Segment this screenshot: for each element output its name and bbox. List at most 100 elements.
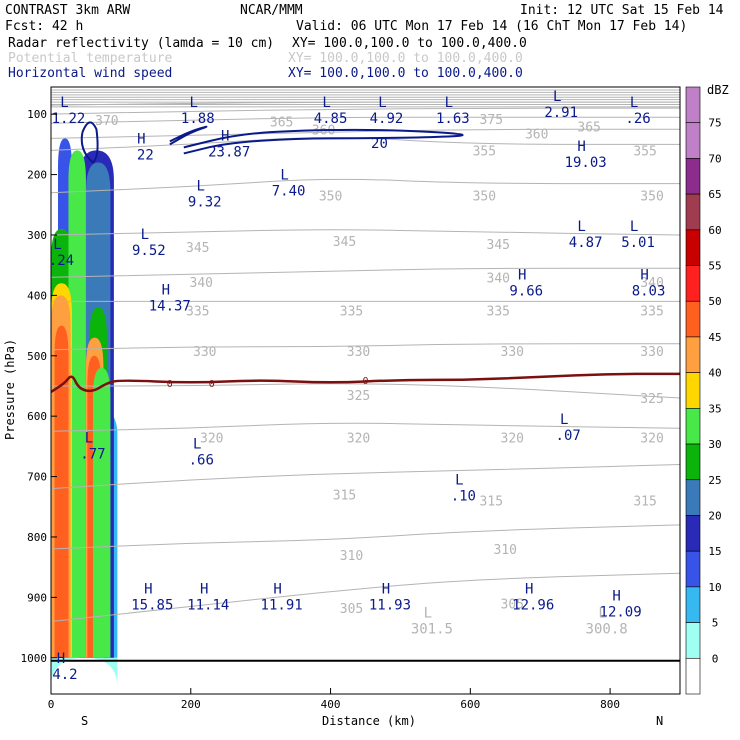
theta-contour-305 (51, 572, 680, 623)
hl-symbol-23: H (144, 581, 152, 597)
hl-symbol-0: L (60, 95, 68, 111)
hl-symbol-17: H (640, 267, 648, 283)
hl-symbol-8: H (221, 128, 229, 144)
colorbar-tick-35: 35 (708, 402, 721, 415)
hl-symbol-12: L (577, 219, 585, 235)
hl-symbol-30: L (598, 606, 606, 622)
colorbar-bin-7 (685, 408, 701, 445)
colorbar-tick-15: 15 (708, 545, 721, 558)
theta-label-10: 350 (640, 190, 663, 205)
hl-symbol-4: L (445, 95, 453, 111)
colorbar-tick-50: 50 (708, 295, 721, 308)
colorbar-tick-55: 55 (708, 260, 721, 273)
colorbar-tick-70: 70 (708, 152, 721, 165)
hl-value-31: 4.2 (52, 667, 77, 683)
theta-contour-325 (51, 383, 680, 399)
hl-value-21: .66 (189, 452, 214, 468)
colorbar-bin-6 (685, 443, 701, 481)
hl-value-29: 301.5 (411, 622, 453, 638)
hl-value-17: 8.03 (632, 283, 666, 299)
theta-contour-360 (51, 128, 680, 139)
colorbar-tick-30: 30 (708, 438, 721, 451)
y-tick-label-900: 900 (27, 591, 47, 604)
theta-label-26: 325 (640, 392, 663, 407)
y-tick-label-300: 300 (27, 229, 47, 242)
hl-value-20: .77 (80, 446, 105, 462)
theta-contour-330 (51, 343, 680, 351)
theta-label-24: 330 (640, 345, 663, 360)
hl-symbol-3: L (378, 95, 386, 111)
theta-contour-315 (51, 463, 680, 490)
high-low-labels: L1.22L1.88L4.85L4.92L1.63L2.91L.26H22H23… (49, 89, 666, 683)
colorbar-bin-14 (685, 158, 701, 195)
hl-symbol-7: H (137, 131, 145, 147)
wind-contour-core (80, 121, 99, 164)
colorbar-bin-13 (685, 193, 701, 231)
hl-value-18: 14.37 (149, 298, 191, 314)
x-tick-label-800: 800 (600, 698, 620, 711)
theta-label-15: 340 (487, 271, 510, 286)
colorbar-tick-20: 20 (708, 509, 721, 522)
y-tick-label-800: 800 (27, 531, 47, 544)
hl-symbol-27: H (525, 581, 533, 597)
hl-value-28: 12.09 (600, 605, 642, 621)
hl-symbol-20: L (85, 430, 93, 446)
hl-symbol-13: L (630, 219, 638, 235)
theta-label-8: 350 (319, 190, 342, 205)
hl-symbol-31: H (57, 651, 65, 667)
colorbar-bin-3 (685, 550, 701, 588)
theta-label-3: 375 (480, 113, 503, 128)
colorbar-tick-0: 0 (712, 652, 719, 665)
colorbar-bin-10 (685, 300, 701, 338)
wind-contour-22 (169, 125, 208, 146)
hl-value-25: 11.91 (261, 597, 303, 613)
theta-contour-320 (51, 422, 680, 432)
hl-value-16: 9.66 (509, 283, 543, 299)
colorbar-tick-45: 45 (708, 331, 721, 344)
colorbar-tick-10: 10 (708, 581, 721, 594)
y-axis-label: Pressure (hPa) (3, 339, 17, 440)
theta-contour-370 (51, 107, 680, 115)
hl-value-11: 7.40 (272, 184, 306, 200)
freezing-level-layer: 0 0 0 (51, 372, 680, 394)
hl-symbol-22: L (455, 473, 463, 489)
hl-value-3: 4.92 (370, 111, 404, 127)
valid-time: Valid: 06 UTC Mon 17 Feb 14 (16 ChT Mon … (296, 19, 687, 34)
y-tick-label-100: 100 (27, 108, 47, 121)
hl-symbol-1: L (190, 95, 198, 111)
freezing-level-label-2: 0 (362, 376, 368, 387)
theta-label-25: 325 (347, 389, 370, 404)
hl-value-4: 1.63 (436, 111, 470, 127)
hl-symbol-19: L (560, 412, 568, 428)
field-theta-label: Potential temperature (8, 51, 173, 66)
field-wind-xy: XY= 100.0,100.0 to 100.0,400.0 (288, 66, 523, 81)
colorbar-bin-15 (685, 122, 701, 159)
field-theta-xy: XY= 100.0,100.0 to 100.0,400.0 (288, 51, 523, 66)
colorbar-tick-65: 65 (708, 188, 721, 201)
hl-value-8: 23.87 (208, 144, 250, 160)
colorbar-bin-5 (685, 479, 701, 516)
theta-contour-350 (51, 178, 680, 194)
x-end-label-south: S (81, 714, 88, 728)
colorbar-tick-25: 25 (708, 474, 721, 487)
wind-label-0: 20 (371, 136, 388, 152)
x-end-label-north: N (656, 714, 663, 728)
x-tick-label-600: 600 (460, 698, 480, 711)
theta-label-4: 360 (525, 128, 548, 143)
theta-label-22: 330 (347, 345, 370, 360)
hl-symbol-11: L (280, 168, 288, 184)
colorbar-bin-4 (685, 515, 701, 552)
hl-symbol-15: L (53, 237, 61, 253)
freezing-level-label-1: 0 (209, 379, 215, 390)
y-tick-label-1000: 1000 (21, 652, 48, 665)
theta-contour-340 (51, 267, 680, 278)
hl-value-15: .24 (49, 253, 74, 269)
colorbar-tick-75: 75 (708, 117, 721, 130)
theta-label-16: 340 (640, 276, 663, 291)
hl-symbol-25: H (273, 581, 281, 597)
y-tick-label-600: 600 (27, 410, 47, 423)
hl-value-22: .10 (451, 489, 476, 505)
theta-label-6: 355 (473, 144, 496, 159)
wind-contours: 20 (80, 121, 464, 164)
